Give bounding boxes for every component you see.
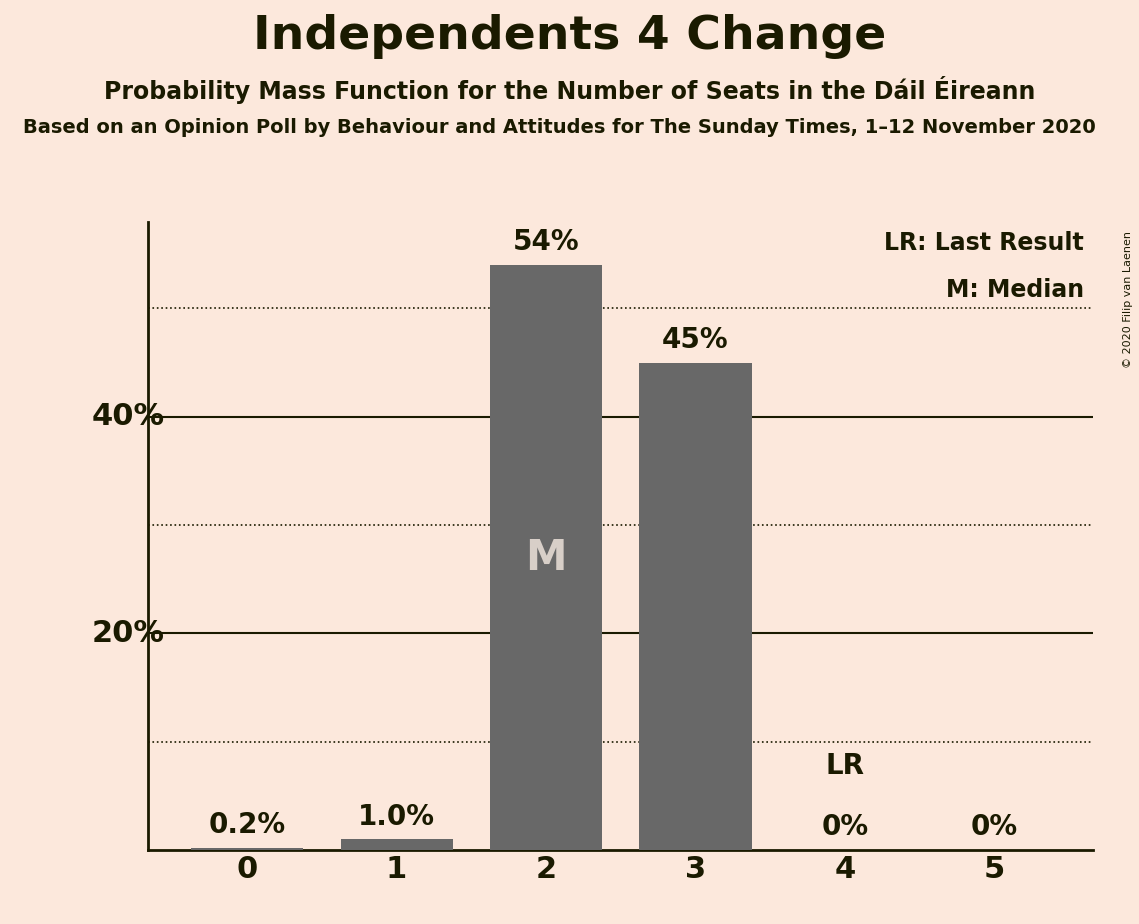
Text: Independents 4 Change: Independents 4 Change bbox=[253, 14, 886, 59]
Text: M: M bbox=[525, 537, 567, 578]
Text: LR: Last Result: LR: Last Result bbox=[884, 231, 1084, 255]
Text: 0%: 0% bbox=[970, 813, 1018, 842]
Text: Probability Mass Function for the Number of Seats in the Dáil Éireann: Probability Mass Function for the Number… bbox=[104, 76, 1035, 103]
Text: 54%: 54% bbox=[513, 228, 580, 257]
Bar bbox=[191, 848, 303, 850]
Text: 20%: 20% bbox=[92, 619, 165, 648]
Bar bbox=[639, 362, 752, 850]
Bar bbox=[490, 265, 603, 850]
Text: 45%: 45% bbox=[662, 326, 729, 354]
Text: © 2020 Filip van Laenen: © 2020 Filip van Laenen bbox=[1123, 231, 1133, 368]
Text: Based on an Opinion Poll by Behaviour and Attitudes for The Sunday Times, 1–12 N: Based on an Opinion Poll by Behaviour an… bbox=[23, 118, 1096, 138]
Text: 1.0%: 1.0% bbox=[358, 803, 435, 831]
Text: 40%: 40% bbox=[92, 402, 165, 432]
Text: 0.2%: 0.2% bbox=[208, 811, 286, 839]
Text: LR: LR bbox=[826, 751, 865, 780]
Text: 0%: 0% bbox=[821, 813, 869, 842]
Text: M: Median: M: Median bbox=[945, 278, 1084, 302]
Bar bbox=[341, 839, 452, 850]
